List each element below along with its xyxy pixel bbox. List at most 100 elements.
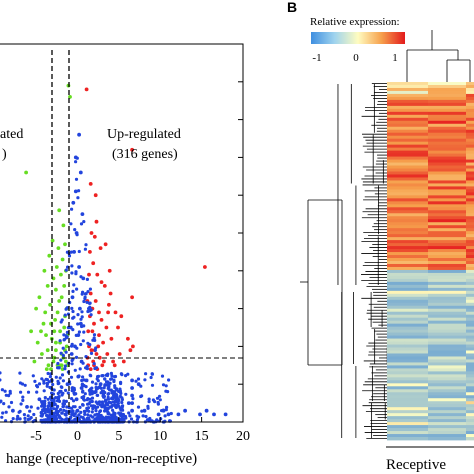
heatmap-cell — [466, 111, 474, 116]
heatmap-cell — [466, 293, 474, 298]
density-dot — [43, 396, 47, 400]
heatmap-cell — [428, 252, 466, 256]
density-dot — [90, 396, 95, 400]
heatmap-cell — [387, 93, 428, 98]
heatmap-cell — [428, 377, 466, 381]
heatmap-cell — [428, 326, 466, 331]
density-dot — [100, 374, 104, 378]
density-dot — [72, 399, 76, 403]
heatmap-cell — [466, 258, 474, 262]
heatmap-cell — [428, 284, 466, 289]
heatmap-cell — [466, 359, 474, 363]
density-dot — [80, 395, 84, 400]
scatter-point-down — [54, 265, 59, 269]
density-dot — [134, 379, 138, 383]
heatmap-cell — [428, 237, 466, 241]
heatmap-cell — [466, 126, 474, 131]
density-dot — [50, 391, 54, 395]
scatter-point-ns — [166, 412, 171, 417]
density-dot — [73, 368, 77, 372]
density-dot — [3, 389, 7, 393]
density-dot — [96, 379, 100, 383]
heatmap-cell — [428, 228, 466, 232]
density-dot — [164, 384, 168, 388]
heatmap-cell — [387, 171, 428, 175]
colorbar-tick-label: 1 — [392, 52, 398, 64]
density-dot — [82, 330, 86, 334]
heatmap-cell — [466, 183, 474, 187]
heatmap-cell — [466, 338, 474, 342]
heatmap-cell — [387, 341, 428, 345]
y-axis-ticks — [238, 43, 243, 385]
density-dot — [140, 409, 144, 413]
heatmap-cell — [466, 314, 474, 319]
heatmap-cell — [387, 347, 428, 351]
heatmap-cell — [466, 222, 474, 226]
scatter-point-up — [104, 325, 109, 330]
heatmap-cell — [387, 410, 428, 414]
scatter-point-up — [94, 352, 99, 356]
density-dot — [141, 414, 145, 418]
scatter-point-ns — [130, 393, 135, 398]
heatmap-cell — [466, 201, 474, 205]
heatmap-cell — [387, 401, 428, 405]
heatmap-cell — [466, 138, 474, 143]
heatmap-cell — [466, 413, 474, 417]
density-dot — [52, 416, 56, 420]
scatter-point-down — [61, 223, 66, 228]
density-dot — [69, 375, 74, 379]
density-dot — [70, 397, 74, 401]
heatmap-cell — [428, 269, 466, 274]
density-dot — [80, 378, 84, 383]
heatmap-cell — [428, 302, 466, 307]
heatmap-cell — [428, 380, 466, 384]
heatmap-cell — [466, 240, 474, 244]
density-dot — [112, 379, 116, 384]
scatter-point-up — [99, 280, 104, 284]
density-dot — [94, 406, 98, 410]
density-dot — [2, 402, 6, 406]
heatmap-cell — [387, 272, 428, 277]
heatmap-cell — [466, 84, 474, 89]
density-dot — [75, 409, 79, 413]
heatmap-cell — [466, 344, 474, 348]
heatmap-cell — [387, 293, 428, 298]
column-group-label: Receptive — [386, 457, 446, 473]
scatter-point-ns — [223, 412, 228, 417]
heatmap-cell — [428, 117, 466, 122]
heatmap-cell — [428, 162, 466, 166]
density-dot — [109, 405, 113, 409]
density-dot — [55, 410, 59, 414]
scatter-point-ns — [156, 412, 161, 417]
heatmap-cell — [466, 255, 474, 259]
density-dot — [65, 335, 69, 339]
heatmap-cell — [466, 296, 474, 301]
density-dot — [46, 397, 50, 401]
density-dot — [91, 407, 95, 411]
density-dot — [88, 301, 92, 305]
heatmap-cell — [387, 296, 428, 301]
heatmap-cell — [387, 87, 428, 92]
density-dot — [0, 371, 2, 375]
heatmap-cell — [466, 117, 474, 122]
heatmap-cell — [387, 213, 428, 217]
scatter-point-up — [109, 336, 114, 341]
density-dot — [74, 392, 78, 396]
heatmap-cell — [387, 350, 428, 354]
density-dot — [63, 313, 67, 317]
heatmap-cell — [428, 395, 466, 399]
heatmap-cell — [428, 177, 466, 181]
scatter-point-up — [93, 299, 98, 303]
density-dot — [88, 309, 92, 313]
scatter-point-down — [54, 340, 58, 345]
density-dot — [83, 410, 87, 414]
heatmap-cell — [466, 99, 474, 104]
density-dot — [79, 410, 83, 414]
scatter-point-up — [130, 147, 135, 152]
density-dot — [98, 410, 102, 414]
heatmap-cell — [387, 383, 428, 387]
heatmap-panel: B Relative expression: -1 0 1 Receptive — [287, 0, 474, 473]
scatter-point-down — [57, 208, 62, 213]
density-dot — [15, 417, 20, 421]
